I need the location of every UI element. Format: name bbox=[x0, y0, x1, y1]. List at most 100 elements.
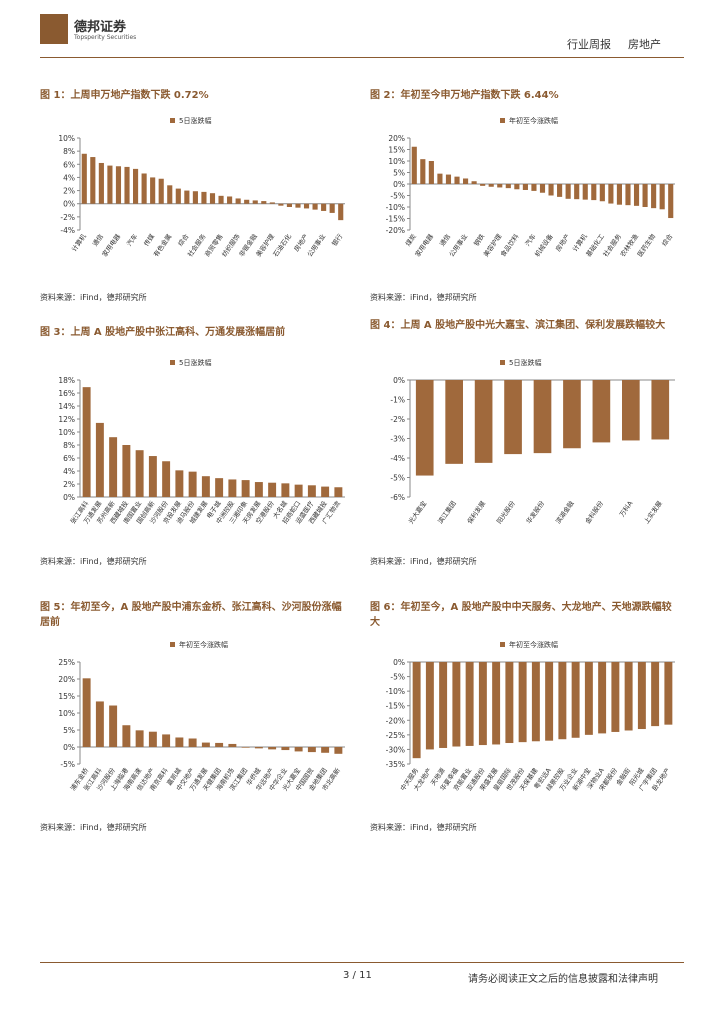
bar bbox=[312, 203, 318, 210]
bar bbox=[201, 742, 210, 747]
y-tick-label: 0% bbox=[63, 493, 75, 502]
y-tick-label: -4% bbox=[60, 226, 75, 235]
bar bbox=[141, 173, 147, 204]
bar bbox=[664, 662, 673, 725]
bar bbox=[254, 747, 263, 749]
bar bbox=[294, 747, 303, 752]
bar bbox=[109, 437, 118, 497]
y-tick-label: -25% bbox=[386, 731, 405, 740]
bar bbox=[281, 747, 290, 751]
chart: 5日涨跌幅0%2%4%6%8%10%12%14%16%18%张江高科万通发展苏州… bbox=[58, 358, 345, 525]
bar bbox=[201, 191, 207, 204]
bar bbox=[167, 185, 173, 204]
x-tick-label: 通信 bbox=[437, 232, 452, 248]
x-tick-label: 金科股份 bbox=[583, 499, 606, 526]
bar bbox=[439, 662, 448, 748]
logo-icon bbox=[40, 14, 68, 44]
bar bbox=[428, 161, 434, 184]
bar bbox=[95, 701, 104, 747]
bar bbox=[420, 159, 426, 184]
bar bbox=[571, 662, 580, 738]
bar bbox=[98, 162, 104, 204]
x-tick-label: 石油石化 bbox=[271, 232, 294, 259]
x-tick-label: 医药生物 bbox=[635, 232, 658, 259]
y-tick-label: 0% bbox=[63, 200, 75, 209]
bar bbox=[201, 476, 210, 497]
bar bbox=[412, 662, 421, 759]
y-tick-label: 10% bbox=[388, 157, 405, 166]
header-rule bbox=[40, 57, 684, 58]
x-tick-label: 上实发展 bbox=[642, 499, 665, 526]
bar bbox=[574, 184, 580, 200]
y-tick-label: 5% bbox=[63, 726, 75, 735]
bar bbox=[268, 747, 277, 750]
bar bbox=[668, 184, 674, 219]
bar bbox=[338, 203, 344, 221]
legend-swatch bbox=[500, 118, 505, 123]
bar bbox=[162, 461, 171, 497]
bar bbox=[294, 484, 303, 497]
bar bbox=[122, 725, 131, 747]
bar bbox=[115, 166, 122, 204]
bar bbox=[321, 486, 330, 497]
x-tick-label: 家用电器 bbox=[413, 232, 436, 259]
bar bbox=[563, 380, 581, 449]
y-tick-label: 2% bbox=[63, 480, 75, 489]
bar bbox=[557, 184, 563, 197]
y-tick-label: -5% bbox=[390, 474, 405, 483]
y-tick-label: -5% bbox=[60, 760, 75, 769]
chart: 年初至今涨跌幅 -20% -15% -10% -5% 0% 5% 10% 15% 20% 煤炭家用电… bbox=[386, 116, 675, 259]
bar bbox=[488, 184, 494, 187]
bar bbox=[622, 380, 640, 441]
y-tick-label: 10% bbox=[58, 709, 75, 718]
figure-source: 资料来源：iFind，德邦研究所 bbox=[40, 557, 147, 566]
bar bbox=[437, 173, 443, 184]
bar bbox=[425, 662, 434, 750]
bar bbox=[122, 445, 131, 497]
x-tick-label: 传媒 bbox=[141, 232, 156, 248]
x-tick-label: 钢铁 bbox=[471, 232, 486, 248]
x-tick-label: 房地产 bbox=[553, 232, 572, 254]
y-tick-label: -20% bbox=[386, 226, 405, 235]
y-tick-label: 15% bbox=[388, 146, 405, 155]
y-tick-label: 20% bbox=[58, 675, 75, 684]
bar bbox=[637, 662, 646, 730]
x-tick-label: 万科A bbox=[617, 499, 635, 519]
bar bbox=[81, 153, 87, 204]
bar bbox=[452, 662, 461, 747]
x-tick-label: 综合 bbox=[176, 232, 191, 248]
bar bbox=[218, 195, 224, 204]
bar bbox=[278, 203, 284, 206]
bar bbox=[492, 662, 501, 745]
x-tick-label: 阳光股份 bbox=[494, 499, 517, 526]
y-tick-label: -2% bbox=[390, 415, 405, 424]
figure-title: 图 5：年初至今，A 股地产股中浦东金桥、张江高科、沙河股份涨幅居前 bbox=[40, 602, 342, 628]
bar bbox=[241, 480, 250, 497]
x-tick-label: 汽车 bbox=[124, 232, 139, 248]
bar bbox=[235, 198, 241, 204]
bar bbox=[192, 191, 198, 204]
y-tick-label: -5% bbox=[390, 192, 405, 201]
legend-swatch bbox=[500, 360, 505, 365]
bar bbox=[215, 742, 224, 747]
x-tick-label: 光大嘉宝 bbox=[406, 499, 429, 526]
bar bbox=[533, 380, 552, 454]
bar bbox=[558, 662, 567, 740]
chart: 年初至今涨跌幅-35%-30%-25%-20%-15%-10%-5%0%中天服务… bbox=[386, 640, 675, 792]
bar bbox=[598, 662, 607, 734]
y-tick-label: -3% bbox=[390, 435, 405, 444]
bar bbox=[591, 184, 597, 201]
legend-label: 年初至今涨跌幅 bbox=[509, 116, 558, 125]
y-tick-label: -20% bbox=[386, 716, 405, 725]
footer-rule bbox=[40, 962, 684, 963]
bar bbox=[321, 747, 330, 753]
bar bbox=[505, 662, 514, 744]
chart: 年初至今涨跌幅-5%0%5%10%15%20%25%浦东金桥张江高科沙河股份上海… bbox=[58, 640, 345, 792]
legend-label: 5日涨跌幅 bbox=[179, 116, 211, 125]
legend-label: 5日涨跌幅 bbox=[509, 358, 541, 367]
bar bbox=[465, 662, 474, 746]
bar bbox=[518, 662, 527, 743]
figure-source: 资料来源：iFind，德邦研究所 bbox=[40, 293, 147, 302]
bar bbox=[608, 184, 614, 204]
